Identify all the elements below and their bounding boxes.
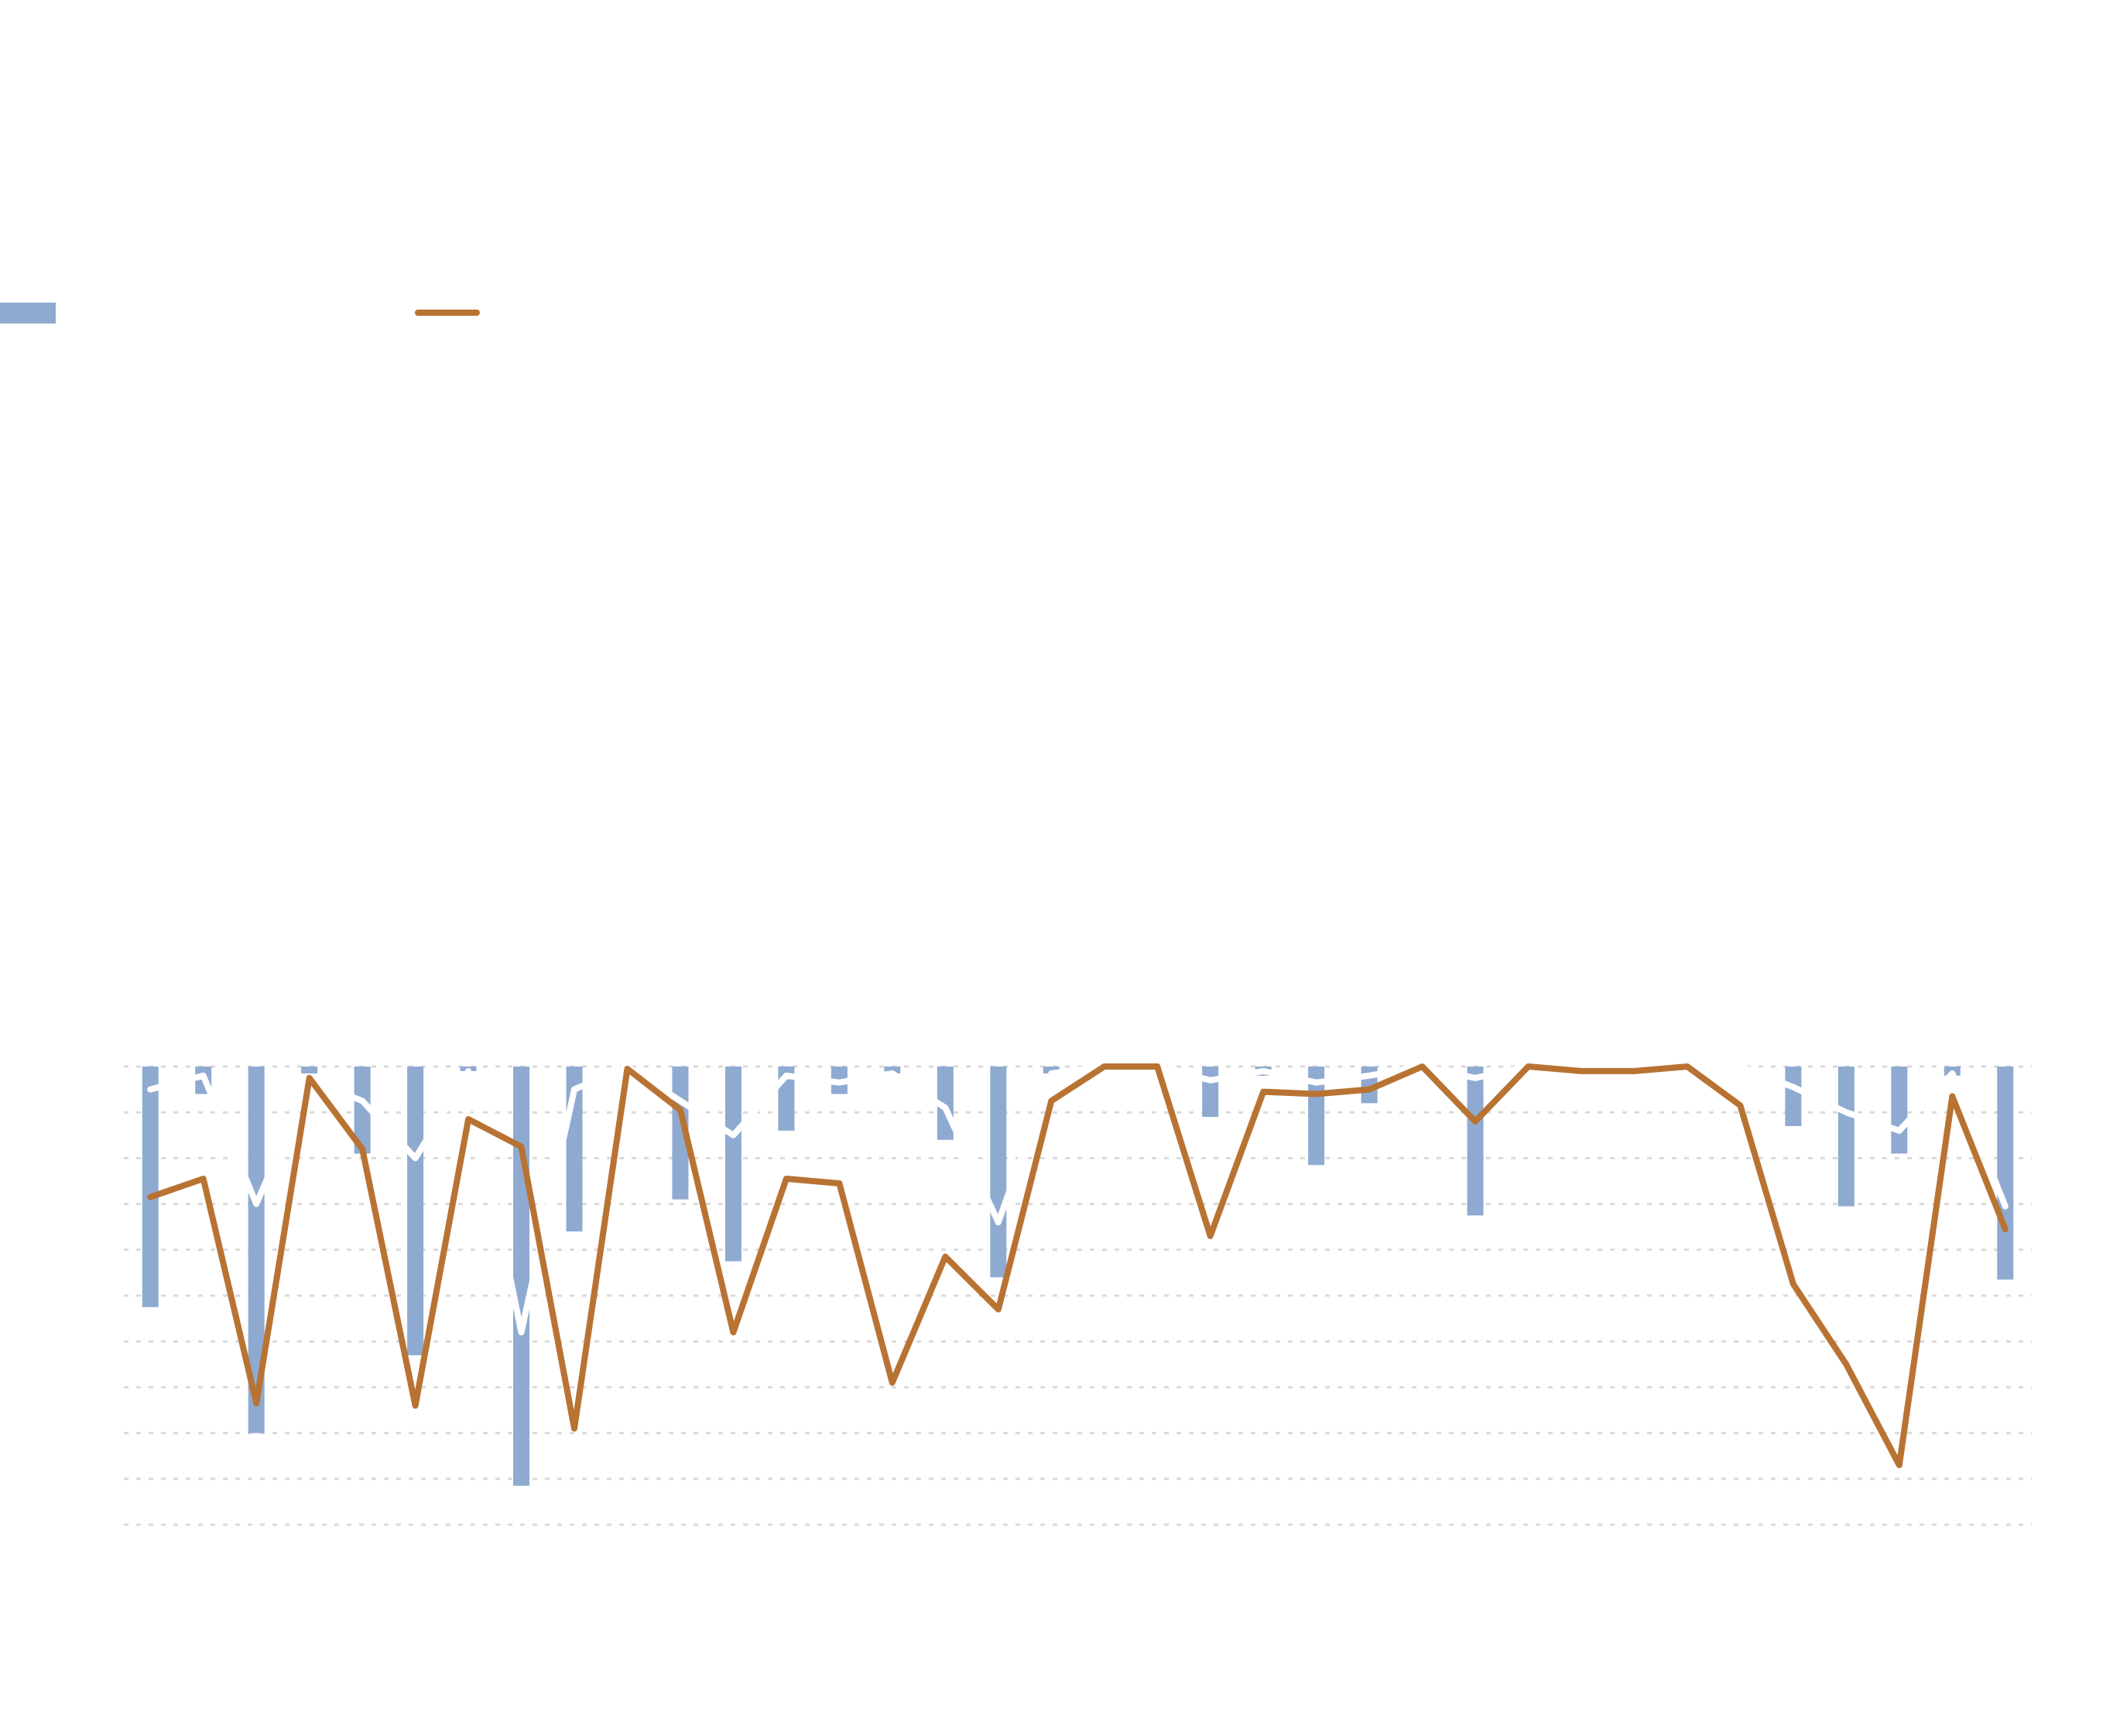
bar: [1467, 1067, 1484, 1216]
line: [147, 1063, 2009, 1468]
bar: [142, 1067, 159, 1307]
bar: [354, 1067, 371, 1154]
bar: [1997, 1067, 2014, 1280]
bar: [1202, 1067, 1219, 1118]
bar: [513, 1067, 530, 1486]
bar: [1043, 1067, 1060, 1073]
bar: [1891, 1067, 1908, 1154]
bar: [301, 1067, 318, 1073]
bar: [407, 1067, 424, 1355]
bar: [248, 1067, 265, 1433]
bar: [1785, 1067, 1802, 1126]
bar: [1837, 1067, 1855, 1207]
legend-swatch: [0, 303, 56, 324]
bar: [990, 1067, 1007, 1278]
bar: [884, 1067, 901, 1073]
line: [147, 1063, 2009, 1336]
bar: [724, 1067, 741, 1262]
